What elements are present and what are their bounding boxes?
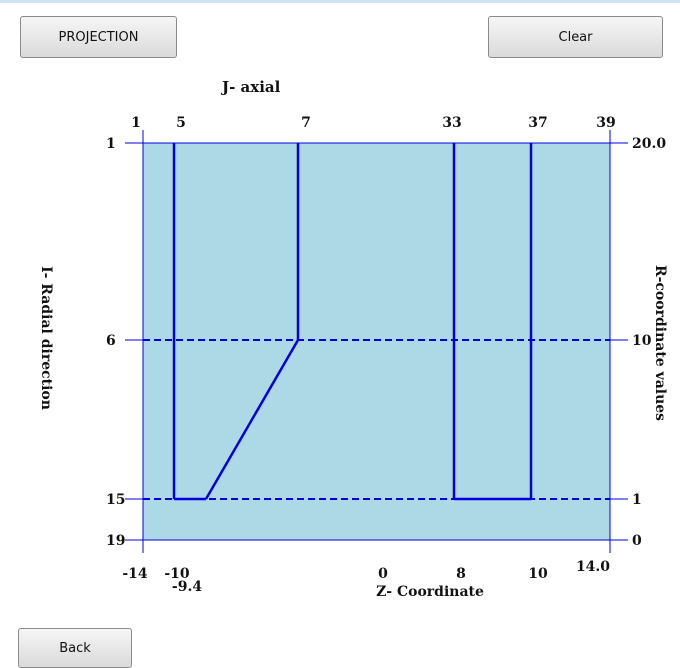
z-tick-label: 14.0 (576, 559, 610, 575)
axis-ticks (125, 130, 628, 553)
z-tick-label: -14 (122, 566, 148, 582)
j-tick-label: 33 (442, 115, 461, 131)
r-coordinate-title: R-coordinate values (652, 265, 668, 421)
window-top-border (0, 0, 680, 3)
j-tick-label: 39 (596, 115, 615, 131)
r-tick-label: 20.0 (632, 136, 666, 152)
j-axial-title: J- axial (222, 78, 281, 96)
r-tick-label: 10 (632, 333, 652, 349)
z-tick-label: 8 (456, 566, 466, 582)
mesh-line-j7-slope (204, 339, 300, 500)
i-tick-label: 19 (106, 533, 125, 549)
i-tick-label: 15 (106, 492, 125, 508)
clear-button[interactable]: Clear (488, 16, 663, 58)
j-tick-label: 37 (528, 115, 547, 131)
r-tick-label: 1 (632, 492, 642, 508)
radial-direction-title: I- Radial direction (38, 266, 54, 410)
z-tick-label: 10 (528, 566, 548, 582)
back-button[interactable]: Back (18, 628, 132, 668)
i-tick-label: 6 (106, 333, 116, 349)
z-coordinate-title: Z- Coordinate (376, 584, 484, 600)
j-tick-label: 5 (176, 115, 186, 131)
z-tick-label: -10 (164, 566, 190, 582)
projection-button[interactable]: PROJECTION (20, 16, 177, 58)
plot-area (142, 142, 611, 541)
i-tick-label: 1 (106, 136, 116, 152)
j-tick-label: 1 (131, 115, 141, 131)
r-tick-label: 0 (632, 533, 642, 549)
z-tick-label: -9.4 (172, 579, 202, 595)
z-tick-label: 0 (378, 566, 388, 582)
j-tick-label: 7 (301, 115, 311, 131)
